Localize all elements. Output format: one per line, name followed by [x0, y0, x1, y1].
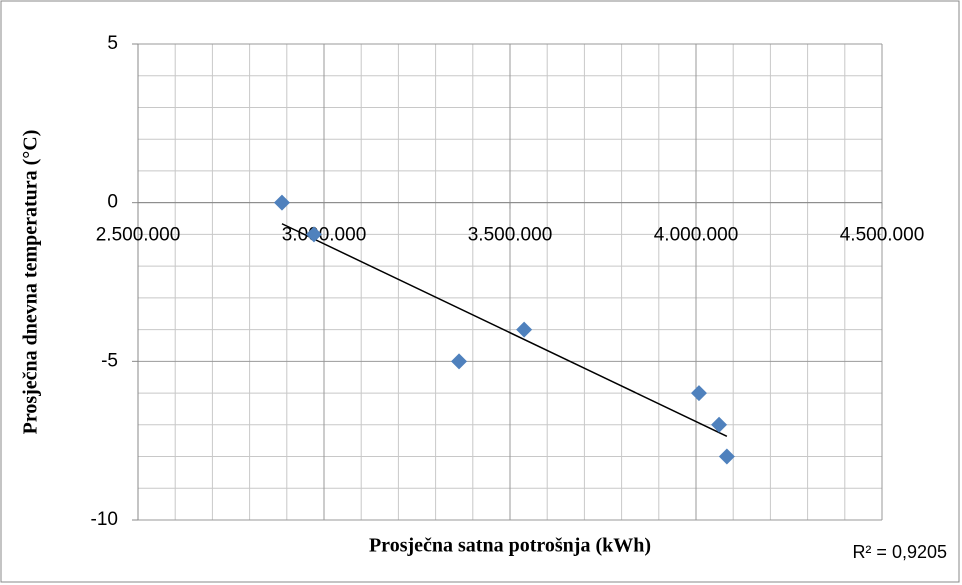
y-tick-label: 5	[107, 33, 118, 54]
x-tick-label: 4.000.000	[654, 225, 739, 246]
x-tick-label: 2.500.000	[96, 225, 181, 246]
point	[451, 353, 468, 370]
x-tick-label: 3.000.000	[282, 225, 367, 246]
point	[305, 226, 322, 243]
x-tick-label: 4.500.000	[840, 225, 925, 246]
x-axis-title: Prosječna satna potrošnja (kWh)	[369, 535, 651, 557]
point	[273, 194, 290, 211]
y-tick-label: -10	[91, 509, 118, 530]
x-tick-label: 3.500.000	[468, 225, 553, 246]
trendline	[281, 223, 728, 437]
y-tick-label: -5	[101, 350, 118, 371]
point	[718, 448, 735, 465]
r-squared: R² = 0,9205	[852, 542, 947, 562]
y-axis-title: Prosječna dnevna temperatura (°C)	[20, 130, 42, 435]
point	[690, 385, 707, 402]
point	[516, 321, 533, 338]
point	[711, 416, 728, 433]
y-tick-label: 0	[107, 192, 118, 213]
